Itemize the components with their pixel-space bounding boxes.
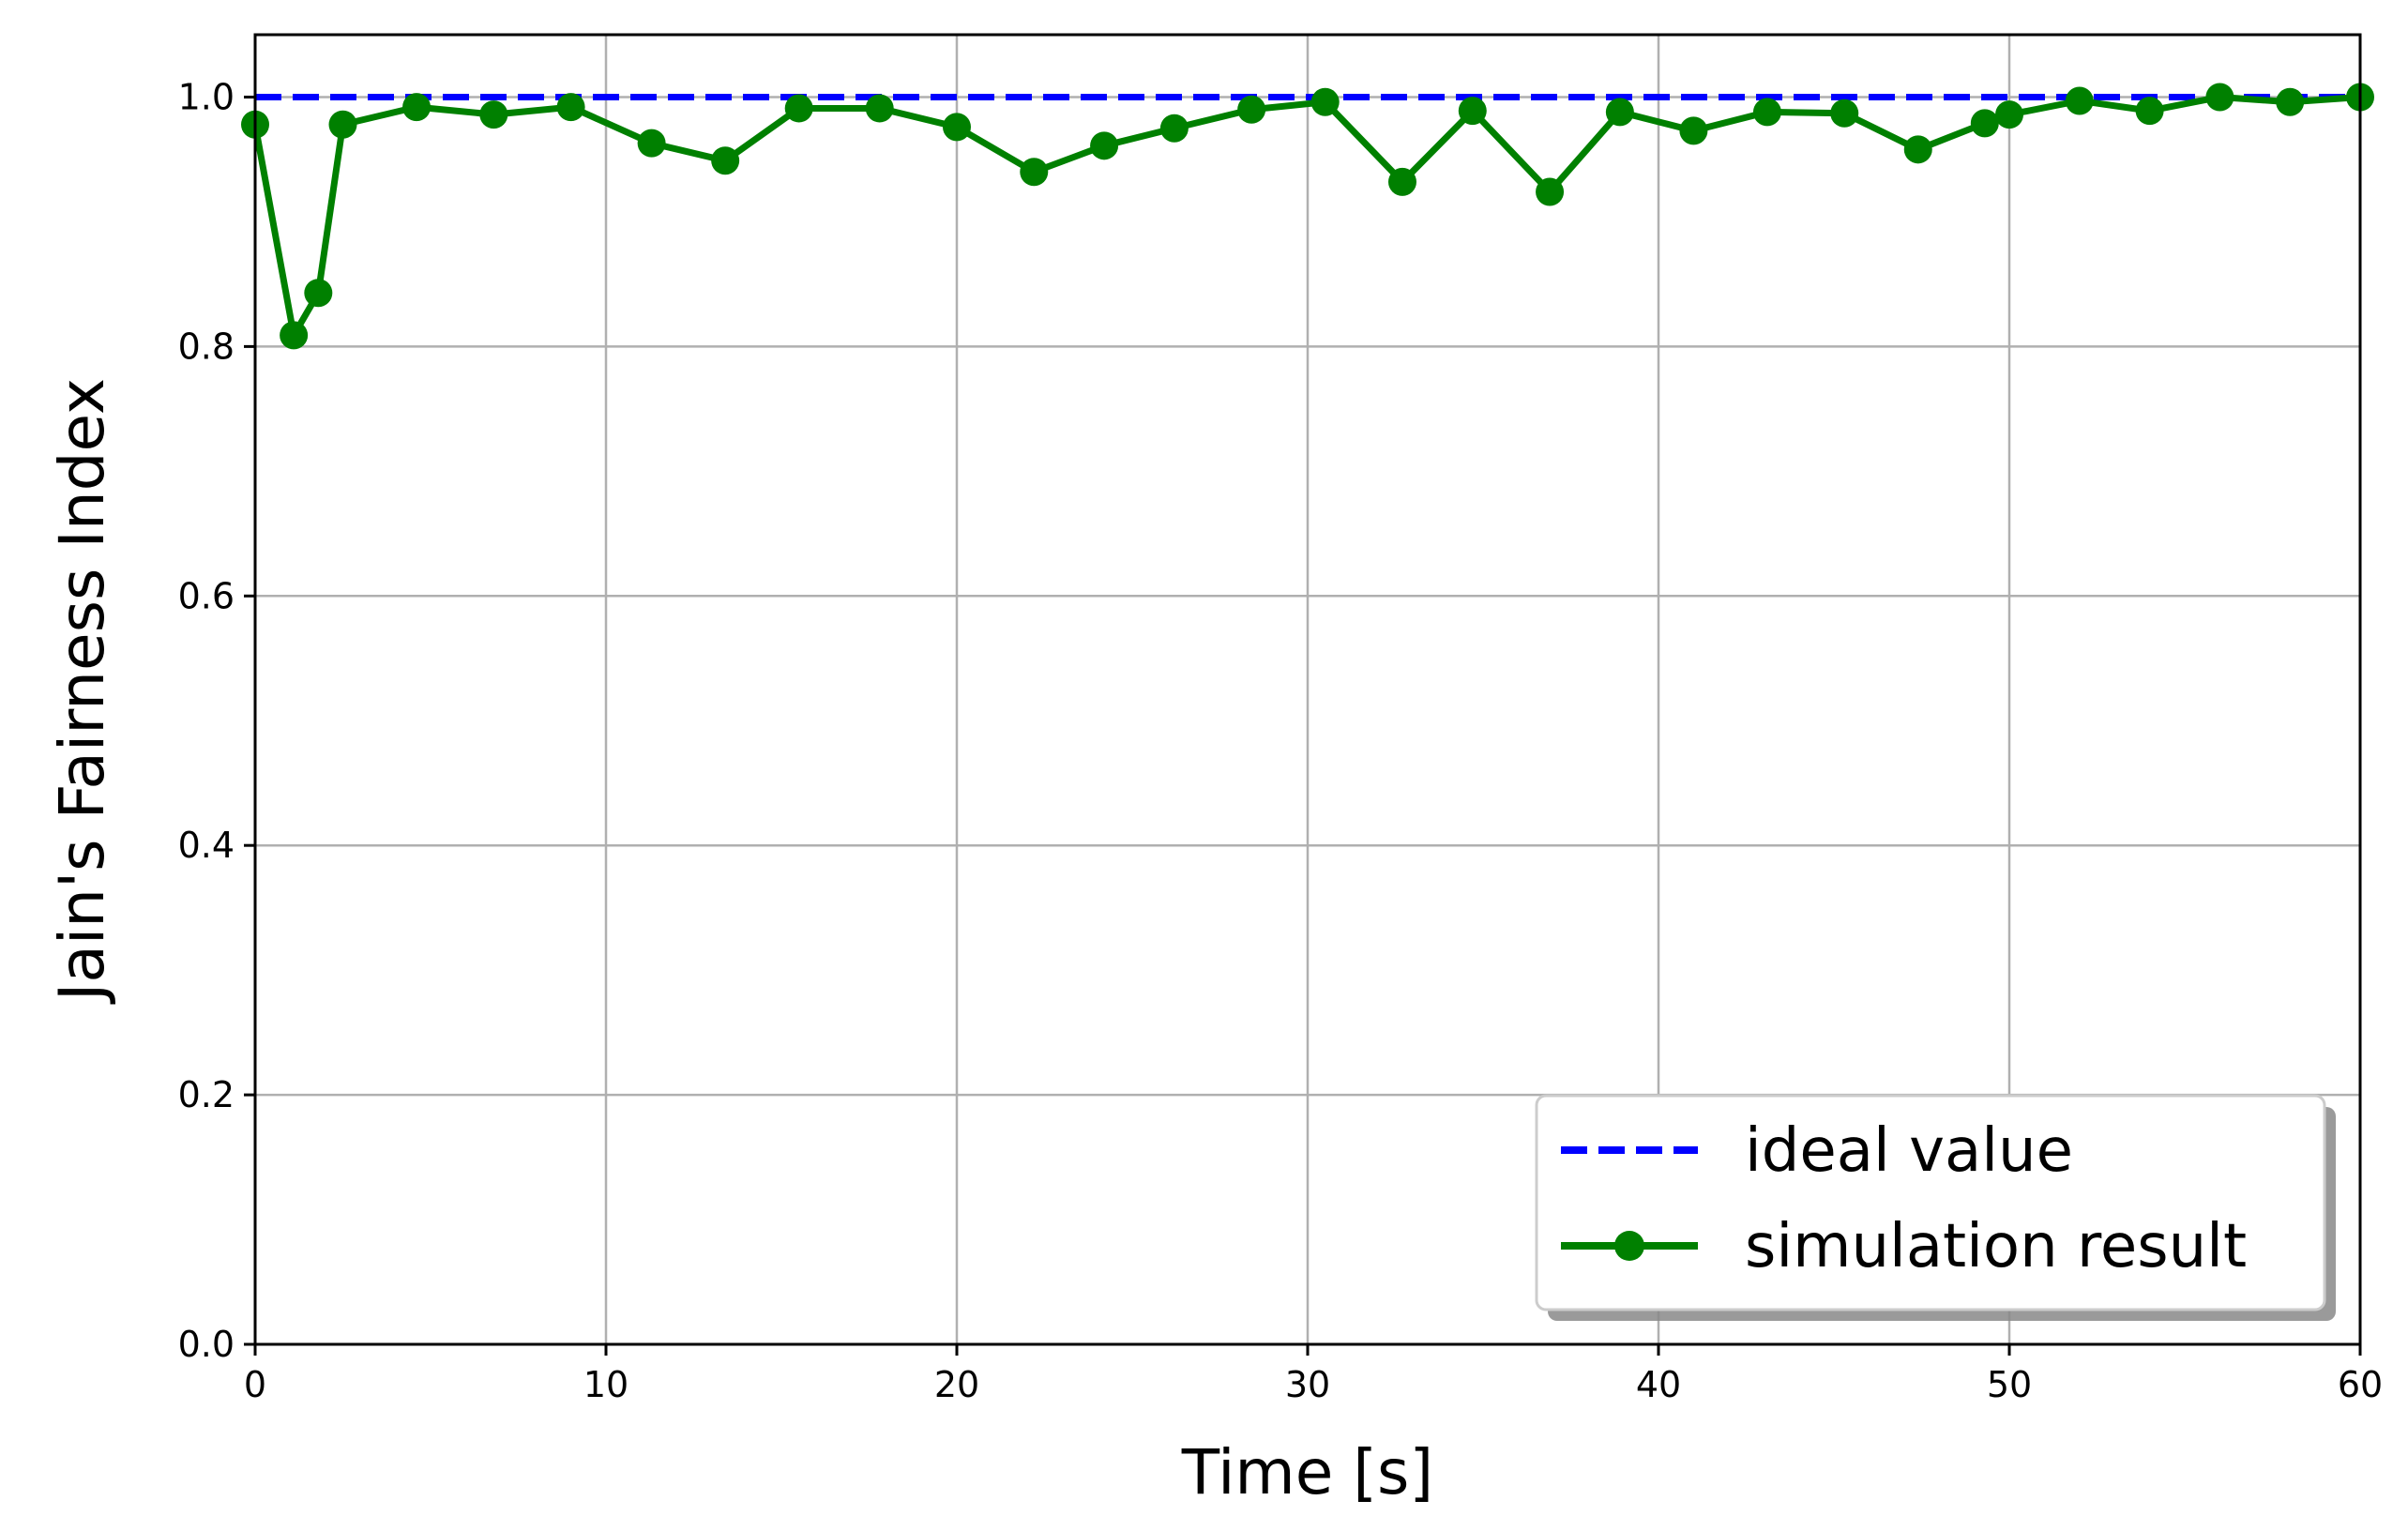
y-tick-label-4: 0.8 — [178, 326, 235, 367]
data-point — [1458, 97, 1487, 126]
legend-box — [1535, 1094, 2326, 1311]
data-point — [402, 93, 432, 122]
y-tick-label-0: 0.0 — [178, 1324, 235, 1365]
data-point — [1237, 95, 1266, 124]
y-axis-label: Jain's Fairness Index — [46, 378, 118, 1005]
x-tick-label-0: 0 — [244, 1364, 266, 1405]
data-point — [2276, 87, 2305, 116]
data-point — [1159, 114, 1189, 143]
data-point — [865, 94, 894, 123]
data-point — [1752, 98, 1781, 127]
legend-label-ideal-value: ideal value — [1745, 1116, 2073, 1186]
series-layer — [241, 83, 2374, 350]
data-point — [280, 321, 309, 350]
x-tick-label-5: 50 — [1987, 1364, 2032, 1405]
x-tick-label-2: 20 — [934, 1364, 979, 1405]
data-point — [1310, 87, 1340, 116]
y-tick-label-5: 1.0 — [178, 76, 235, 117]
x-tick-label-3: 30 — [1285, 1364, 1330, 1405]
data-point — [2205, 83, 2234, 112]
data-point — [304, 279, 333, 308]
data-point — [637, 129, 666, 158]
data-point — [1387, 167, 1416, 196]
ticks — [244, 95, 2362, 1356]
y-tick-label-1: 0.2 — [178, 1074, 235, 1115]
data-point — [2135, 97, 2164, 126]
x-tick-label-4: 40 — [1636, 1364, 1681, 1405]
data-point — [1995, 100, 2023, 129]
data-point — [1090, 131, 1119, 160]
data-point — [1830, 99, 1859, 128]
legend-label-simulation-result: simulation result — [1745, 1212, 2247, 1281]
data-point — [328, 110, 357, 139]
data-point — [784, 94, 813, 123]
legend-marker-simulation-result — [1614, 1231, 1644, 1261]
data-point — [1020, 158, 1049, 187]
data-point — [2065, 86, 2094, 115]
data-point — [943, 113, 971, 142]
data-point — [479, 100, 508, 129]
data-point — [1679, 116, 1708, 145]
y-tick-label-2: 0.4 — [178, 825, 235, 866]
tick-labels: 0 10 20 30 40 50 60 0.0 0.2 0.4 0.6 0.8 1.0 — [178, 76, 2384, 1405]
data-point — [1970, 109, 1999, 138]
data-point — [711, 146, 740, 175]
x-tick-label-6: 60 — [2338, 1364, 2383, 1405]
y-tick-label-3: 0.6 — [178, 575, 235, 616]
data-point — [1605, 98, 1634, 127]
data-point — [1903, 135, 1932, 164]
data-point — [556, 93, 585, 122]
x-tick-label-1: 10 — [583, 1364, 629, 1405]
data-point — [1536, 177, 1565, 206]
x-axis-label: Time [s] — [1181, 1436, 1433, 1508]
legend: ideal value simulation result — [1535, 1094, 2336, 1321]
